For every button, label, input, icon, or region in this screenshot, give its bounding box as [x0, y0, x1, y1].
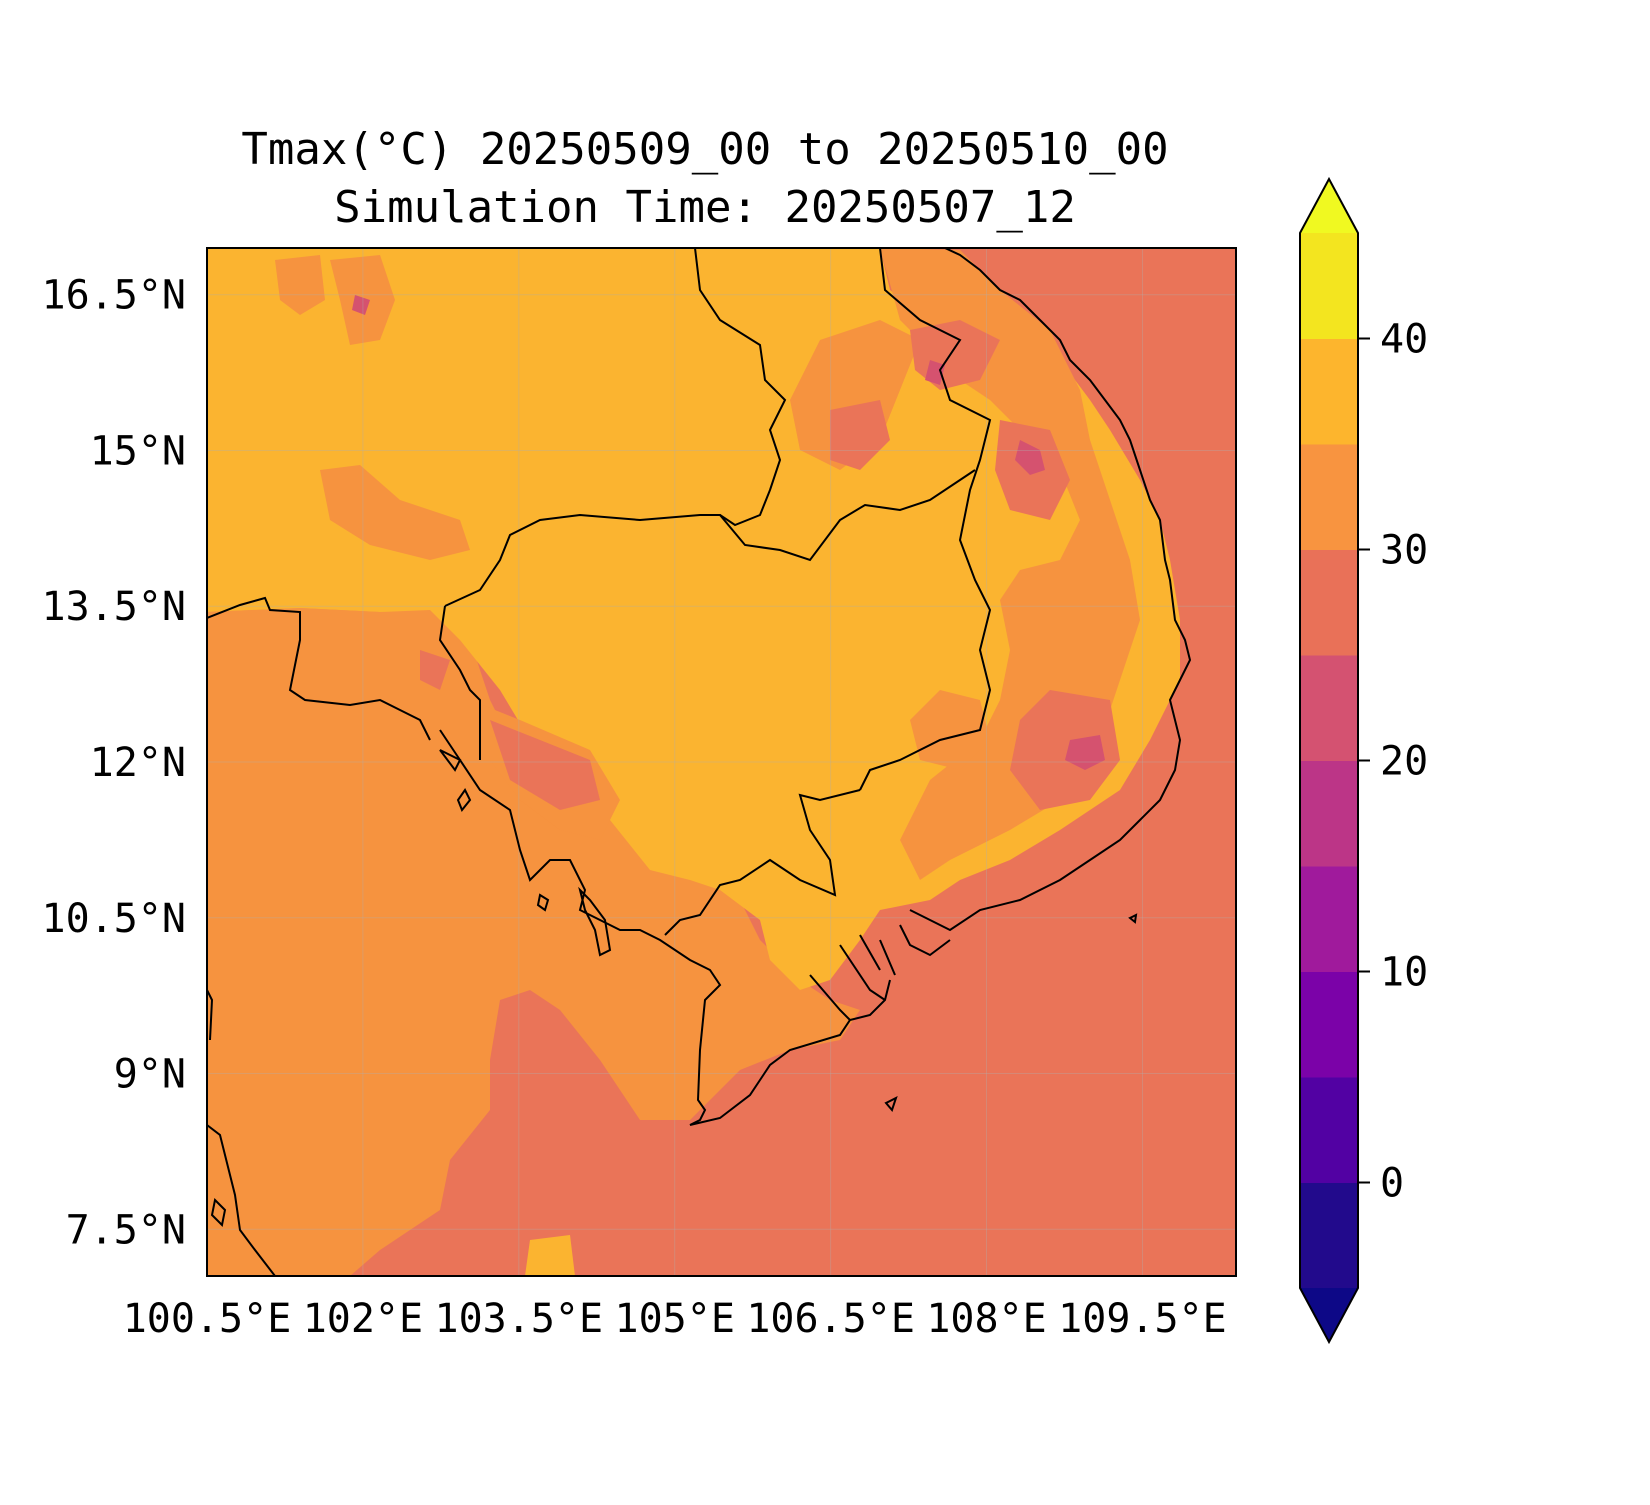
lat-tick-label: 12°N	[90, 740, 186, 786]
lon-tick-label: 109.5°E	[1058, 1296, 1227, 1342]
colorbar-segment	[1300, 233, 1358, 339]
colorbar-tick-label: 40	[1380, 317, 1428, 363]
colorbar-segment	[1300, 1183, 1358, 1289]
colorbar-segment	[1300, 655, 1358, 761]
colorbar-tick-label: 20	[1380, 739, 1428, 785]
colorbar-tick-label: 30	[1380, 528, 1428, 574]
colorbar-segment	[1300, 1077, 1358, 1183]
colorbar-segment	[1300, 444, 1358, 550]
lon-tick-label: 105°E	[615, 1296, 735, 1342]
colorbar-over-extension	[1300, 179, 1358, 233]
colorbar-segment	[1300, 339, 1358, 445]
lon-tick-label: 102°E	[303, 1296, 423, 1342]
hot-blob-south	[525, 1235, 575, 1276]
map-subtitle: Simulation Time: 20250507_12	[334, 182, 1076, 233]
lon-tick-label: 103.5°E	[435, 1296, 604, 1342]
colorbar-tick-label: 10	[1380, 950, 1428, 996]
colorbar-segment	[1300, 761, 1358, 867]
map-title: Tmax(°C) 20250509_00 to 20250510_00	[241, 124, 1168, 175]
longitude-labels: 100.5°E 102°E 103.5°E 105°E 106.5°E 108°E 109.…	[123, 1296, 1227, 1342]
lat-tick-label: 15°N	[90, 428, 186, 474]
colorbar-segment	[1300, 866, 1358, 972]
colorbar-segment	[1300, 972, 1358, 1078]
lat-tick-label: 10.5°N	[42, 896, 187, 942]
lon-tick-label: 100.5°E	[123, 1296, 292, 1342]
colorbar	[1300, 179, 1358, 1342]
colorbar-segment	[1300, 550, 1358, 656]
lat-tick-label: 9°N	[114, 1052, 186, 1098]
lon-tick-label: 108°E	[926, 1296, 1046, 1342]
lon-tick-label: 106.5°E	[746, 1296, 915, 1342]
colorbar-ticks: 0 10 20 30 40	[1358, 317, 1428, 1207]
lat-tick-label: 16.5°N	[42, 273, 187, 319]
lat-tick-label: 7.5°N	[66, 1207, 186, 1253]
colorbar-under-extension	[1300, 1288, 1358, 1342]
latitude-labels: 16.5°N 15°N 13.5°N 12°N 10.5°N 9°N 7.5°N	[42, 273, 187, 1254]
lat-tick-label: 13.5°N	[42, 584, 187, 630]
colorbar-tick-label: 0	[1380, 1161, 1404, 1207]
